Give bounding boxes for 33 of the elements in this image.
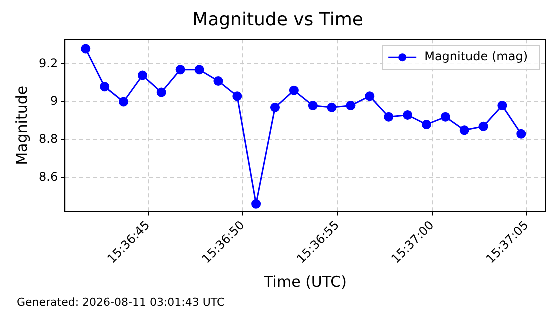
point (100, 82, 110, 92)
text: Generated: 2026-08-11 03:01:43 UTC (17, 296, 225, 309)
point (327, 102, 337, 112)
point (422, 120, 432, 130)
point (346, 101, 356, 111)
point (214, 76, 224, 86)
point (308, 101, 318, 111)
y-tick-label: 8.8 (38, 132, 58, 146)
point (252, 199, 262, 209)
point (365, 92, 375, 102)
point (498, 101, 508, 111)
y-axis-title: Magnitude (12, 86, 31, 166)
point (156, 88, 166, 98)
point (460, 126, 470, 136)
legend-label: Magnitude (mag) (424, 50, 528, 64)
chart-title: Magnitude vs Time (192, 9, 364, 30)
point (516, 129, 526, 139)
point (289, 86, 299, 96)
point (270, 102, 280, 112)
point (478, 122, 488, 132)
point (81, 44, 91, 54)
point (119, 97, 129, 107)
point (384, 112, 394, 122)
point (194, 65, 204, 75)
y-tick-label: 8.6 (38, 170, 58, 184)
point (232, 92, 242, 102)
point (440, 112, 450, 122)
point (138, 70, 148, 80)
y-tick-label: 9.2 (38, 56, 58, 70)
point (176, 65, 186, 75)
x-axis-title: Time (UTC) (263, 272, 348, 291)
point (403, 110, 413, 120)
y-tick-label: 9 (50, 94, 58, 108)
